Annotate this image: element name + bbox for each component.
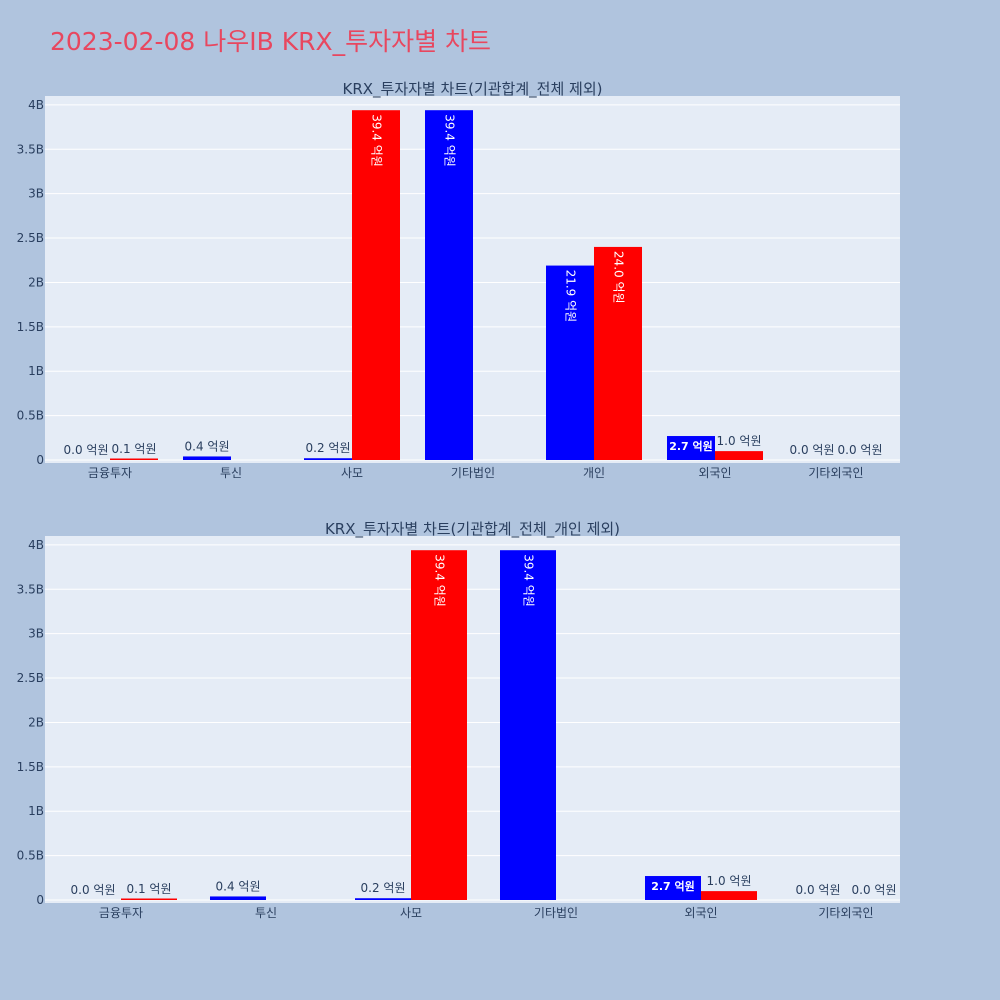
- bar-label: 0.1 억원: [112, 442, 157, 456]
- bar-label: 0.4 억원: [185, 439, 230, 453]
- x-tick-label: 투신: [255, 906, 277, 920]
- bar-label: 24.0 억원: [612, 251, 626, 304]
- bar-label: 0.0 억원: [71, 883, 116, 897]
- bar: [667, 436, 715, 460]
- y-tick-label: 1.5B: [17, 320, 44, 334]
- chart-2: 0 0.5B 1B 1.5B 2B 2.5B 3B 3.5B 4B KRX_투자자별 차트(기관합…: [17, 520, 900, 920]
- subplot-title: KRX_투자자별 차트(기관합계_전체_개인 제외): [325, 520, 620, 539]
- bar: [701, 891, 757, 900]
- x-tick-label: 기타외국인: [818, 906, 873, 920]
- x-tick-label: 외국인: [698, 466, 731, 480]
- subplot-title: KRX_투자자별 차트(기관합계_전체 제외): [343, 80, 603, 99]
- page-title: 2023-02-08 나우IB KRX_투자자별 차트: [50, 27, 492, 56]
- y-tick-label: 0.5B: [17, 849, 44, 863]
- y-tick-label: 2.5B: [17, 671, 44, 685]
- x-tick-label: 투신: [220, 466, 242, 480]
- bar-label: 0.0 억원: [852, 883, 897, 897]
- bar-label: 39.4 억원: [370, 114, 384, 167]
- y-tick-label: 2.5B: [17, 231, 44, 245]
- x-tick-label: 사모: [400, 906, 422, 920]
- bar: [645, 876, 701, 900]
- bar-label: 0.4 억원: [216, 879, 261, 893]
- bar-label: 21.9 억원: [564, 270, 578, 323]
- y-tick-label: 1.5B: [17, 760, 44, 774]
- y-tick-label: 0: [36, 893, 44, 907]
- bar-label: 0.2 억원: [361, 881, 406, 895]
- y-tick-label: 4B: [28, 538, 44, 552]
- bar-label: 0.0 억원: [64, 443, 109, 457]
- bar-label: 1.0 억원: [707, 874, 752, 888]
- y-tick-label: 0: [36, 453, 44, 467]
- bar: [715, 451, 763, 460]
- bar-label: 0.1 억원: [127, 882, 172, 896]
- bar: [411, 550, 467, 900]
- y-tick-label: 3B: [28, 187, 44, 201]
- bar-label: 2.7 억원: [669, 439, 713, 453]
- bar-label: 39.4 억원: [443, 114, 457, 167]
- y-tick-label: 2B: [28, 715, 44, 729]
- bar: [355, 898, 411, 900]
- bar-label: 2.7 억원: [651, 879, 695, 893]
- bar: [425, 110, 473, 460]
- y-tick-label: 1B: [28, 364, 44, 378]
- x-tick-label: 기타외국인: [808, 466, 863, 480]
- x-tick-label: 금융투자: [99, 906, 143, 920]
- bar: [110, 458, 158, 460]
- plot-background: [45, 536, 900, 903]
- bar: [183, 456, 231, 460]
- x-tick-label: 외국인: [684, 906, 717, 920]
- y-tick-label: 3.5B: [17, 582, 44, 596]
- bar-label: 0.0 억원: [796, 883, 841, 897]
- x-tick-label: 기타법인: [451, 466, 495, 480]
- bar-label: 1.0 억원: [717, 434, 762, 448]
- y-tick-label: 1B: [28, 804, 44, 818]
- bar: [121, 898, 177, 900]
- y-tick-label: 3B: [28, 627, 44, 641]
- x-tick-label: 금융투자: [88, 466, 132, 480]
- y-tick-label: 4B: [28, 98, 44, 112]
- x-tick-label: 개인: [583, 466, 605, 480]
- x-tick-label: 사모: [341, 466, 363, 480]
- bar: [352, 110, 400, 460]
- bar-label: 0.0 억원: [790, 443, 835, 457]
- bar: [210, 896, 266, 900]
- bar-label: 0.0 억원: [838, 443, 883, 457]
- y-tick-label: 0.5B: [17, 409, 44, 423]
- chart-1: 0 0.5B 1B 1.5B 2B 2.5B 3B 3.5B 4B KRX_투자자별 차트(기관합…: [17, 80, 900, 480]
- y-tick-label: 3.5B: [17, 142, 44, 156]
- bar: [546, 265, 594, 460]
- bar: [304, 458, 352, 460]
- bar: [594, 246, 642, 460]
- bar-label: 39.4 억원: [433, 554, 447, 607]
- bar: [500, 550, 556, 900]
- y-tick-label: 2B: [28, 275, 44, 289]
- x-tick-label: 기타법인: [534, 906, 578, 920]
- bar-label: 39.4 억원: [522, 554, 536, 607]
- bar-label: 0.2 억원: [306, 441, 351, 455]
